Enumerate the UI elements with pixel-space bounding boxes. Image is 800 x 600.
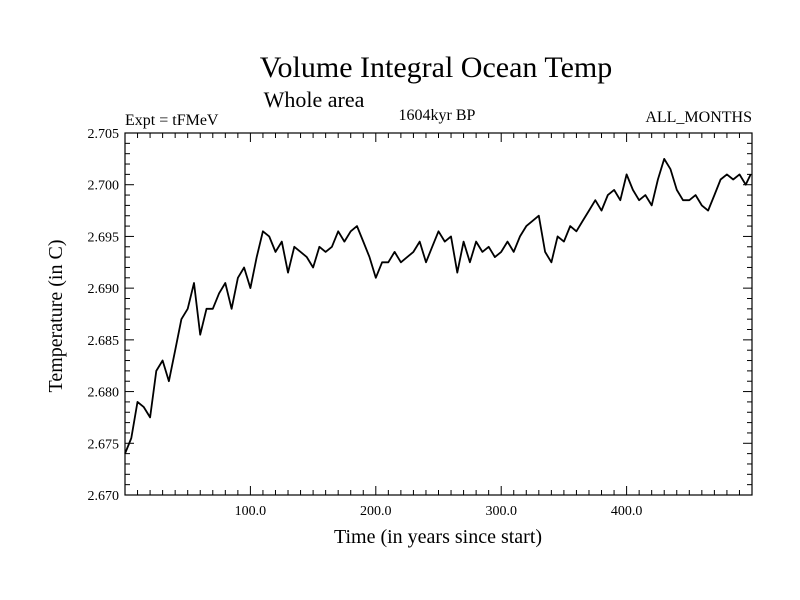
axis-ticks	[125, 133, 752, 495]
x-tick-label: 200.0	[360, 504, 392, 519]
chart-subtitle: Whole area	[264, 87, 365, 112]
y-tick-label: 2.705	[88, 127, 120, 142]
chart-title: Volume Integral Ocean Temp	[260, 51, 613, 84]
months-label: ALL_MONTHS	[645, 109, 752, 126]
x-axis-label: Time (in years since start)	[334, 526, 542, 548]
y-axis-label: Temperature (in C)	[45, 240, 67, 393]
period-label: 1604kyr BP	[399, 107, 476, 124]
y-tick-label: 2.690	[88, 282, 120, 297]
y-tick-label: 2.670	[88, 489, 120, 504]
x-tick-label: 400.0	[611, 504, 643, 519]
y-tick-label: 2.700	[88, 179, 120, 194]
x-tick-label: 100.0	[235, 504, 267, 519]
plot-frame	[124, 132, 753, 496]
series-line	[124, 158, 752, 454]
y-tick-label: 2.680	[88, 386, 120, 401]
experiment-label: Expt = tFMeV	[125, 112, 219, 129]
x-tick-label: 300.0	[485, 504, 517, 519]
y-tick-label: 2.675	[88, 437, 120, 452]
y-tick-label: 2.695	[88, 230, 120, 245]
axis-tick-labels: 100.0 200.0 300.0 400.0 2.670 2.675 2.680 2.685…	[88, 127, 643, 519]
y-tick-label: 2.685	[88, 334, 120, 349]
